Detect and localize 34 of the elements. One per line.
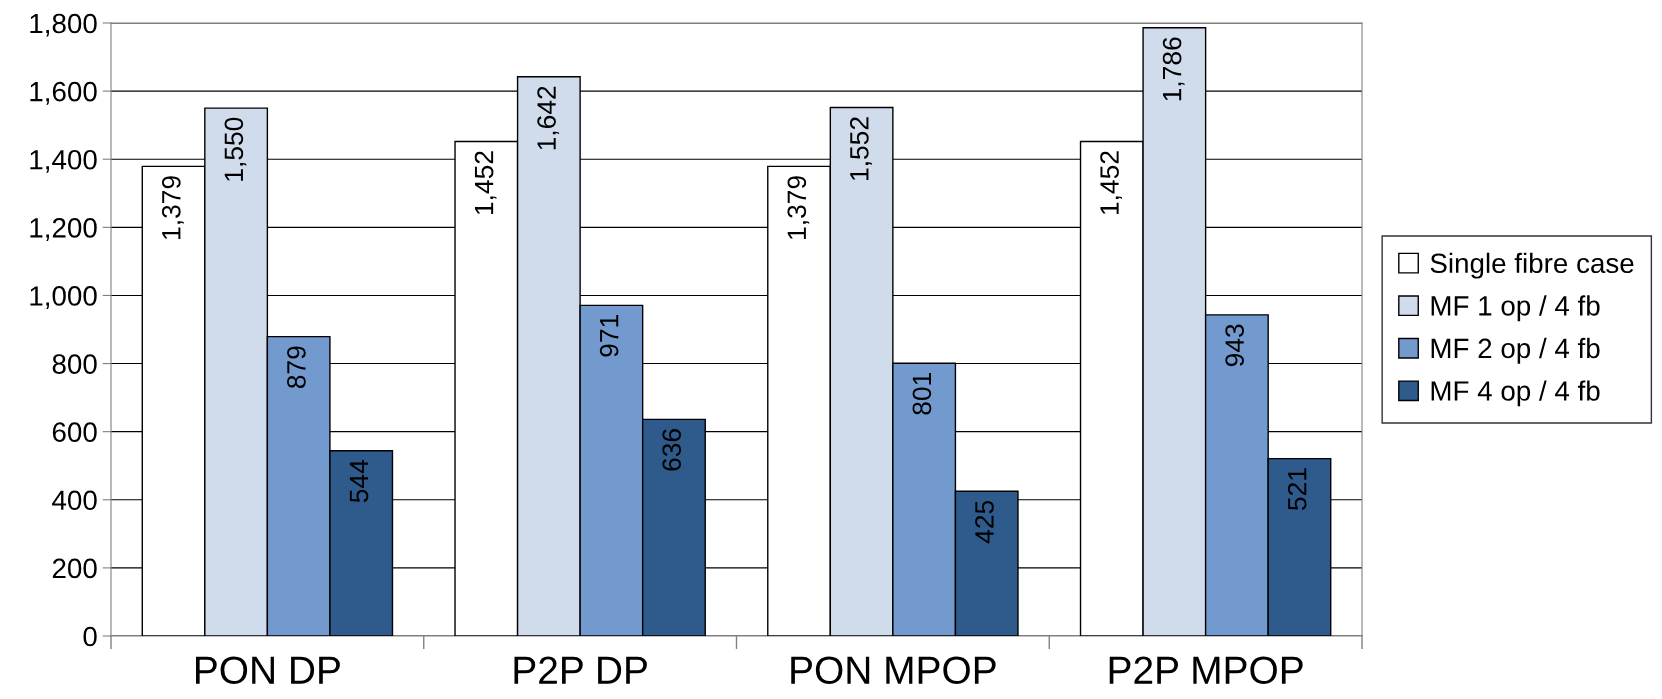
data-label: 971 (599, 315, 619, 357)
x-tick-label: PON MPOP (791, 656, 996, 685)
data-label: 879 (287, 346, 306, 389)
y-tick-label: 600 (52, 422, 97, 443)
data-label: 425 (975, 500, 994, 544)
x-tick-label: P2P MPOP (1109, 656, 1303, 685)
data-label: 1,552 (850, 117, 872, 180)
data-label: 1,786 (1162, 37, 1185, 101)
y-tick-label: 1,600 (30, 81, 97, 105)
y-tick-label: 800 (52, 354, 97, 374)
y-tick-label: 1,800 (30, 13, 97, 37)
legend-label: Single fibre case (1430, 252, 1634, 279)
data-label: 1,379 (161, 176, 184, 239)
data-label: 521 (1287, 468, 1307, 511)
data-label: 1,642 (537, 86, 560, 150)
data-label: 943 (1225, 324, 1244, 367)
data-label: 636 (662, 429, 682, 471)
y-tick-label: 400 (52, 490, 97, 511)
y-tick-label: 200 (52, 558, 97, 579)
data-label: 1,452 (1100, 151, 1122, 215)
data-label: 1,379 (787, 176, 810, 239)
legend-label: MF 2 op / 4 fb (1431, 337, 1600, 364)
x-tick-label: PON DP (196, 656, 340, 685)
y-tick-label: 0 (83, 626, 97, 647)
y-tick-label: 1,000 (30, 286, 97, 310)
data-label: 801 (912, 373, 932, 415)
y-tick-label: 1,200 (30, 218, 97, 241)
data-label: 1,550 (224, 117, 247, 181)
data-label: 1,452 (474, 151, 497, 215)
x-tick-label: P2P DP (514, 656, 647, 684)
data-label: 544 (349, 460, 369, 503)
legend-label: MF 1 op / 4 fb (1431, 295, 1600, 322)
legend-label: MF 4 op / 4 fb (1431, 380, 1600, 407)
y-tick-label: 1,400 (30, 149, 97, 173)
